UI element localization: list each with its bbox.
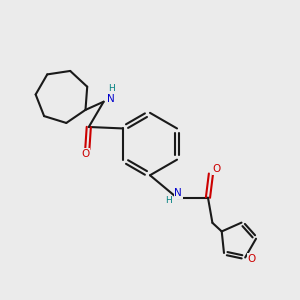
Text: O: O xyxy=(248,254,256,264)
Text: O: O xyxy=(212,164,220,174)
Text: N: N xyxy=(107,94,115,104)
Text: O: O xyxy=(82,149,90,159)
Text: N: N xyxy=(174,188,182,198)
Text: H: H xyxy=(165,196,172,205)
Text: H: H xyxy=(108,84,115,93)
